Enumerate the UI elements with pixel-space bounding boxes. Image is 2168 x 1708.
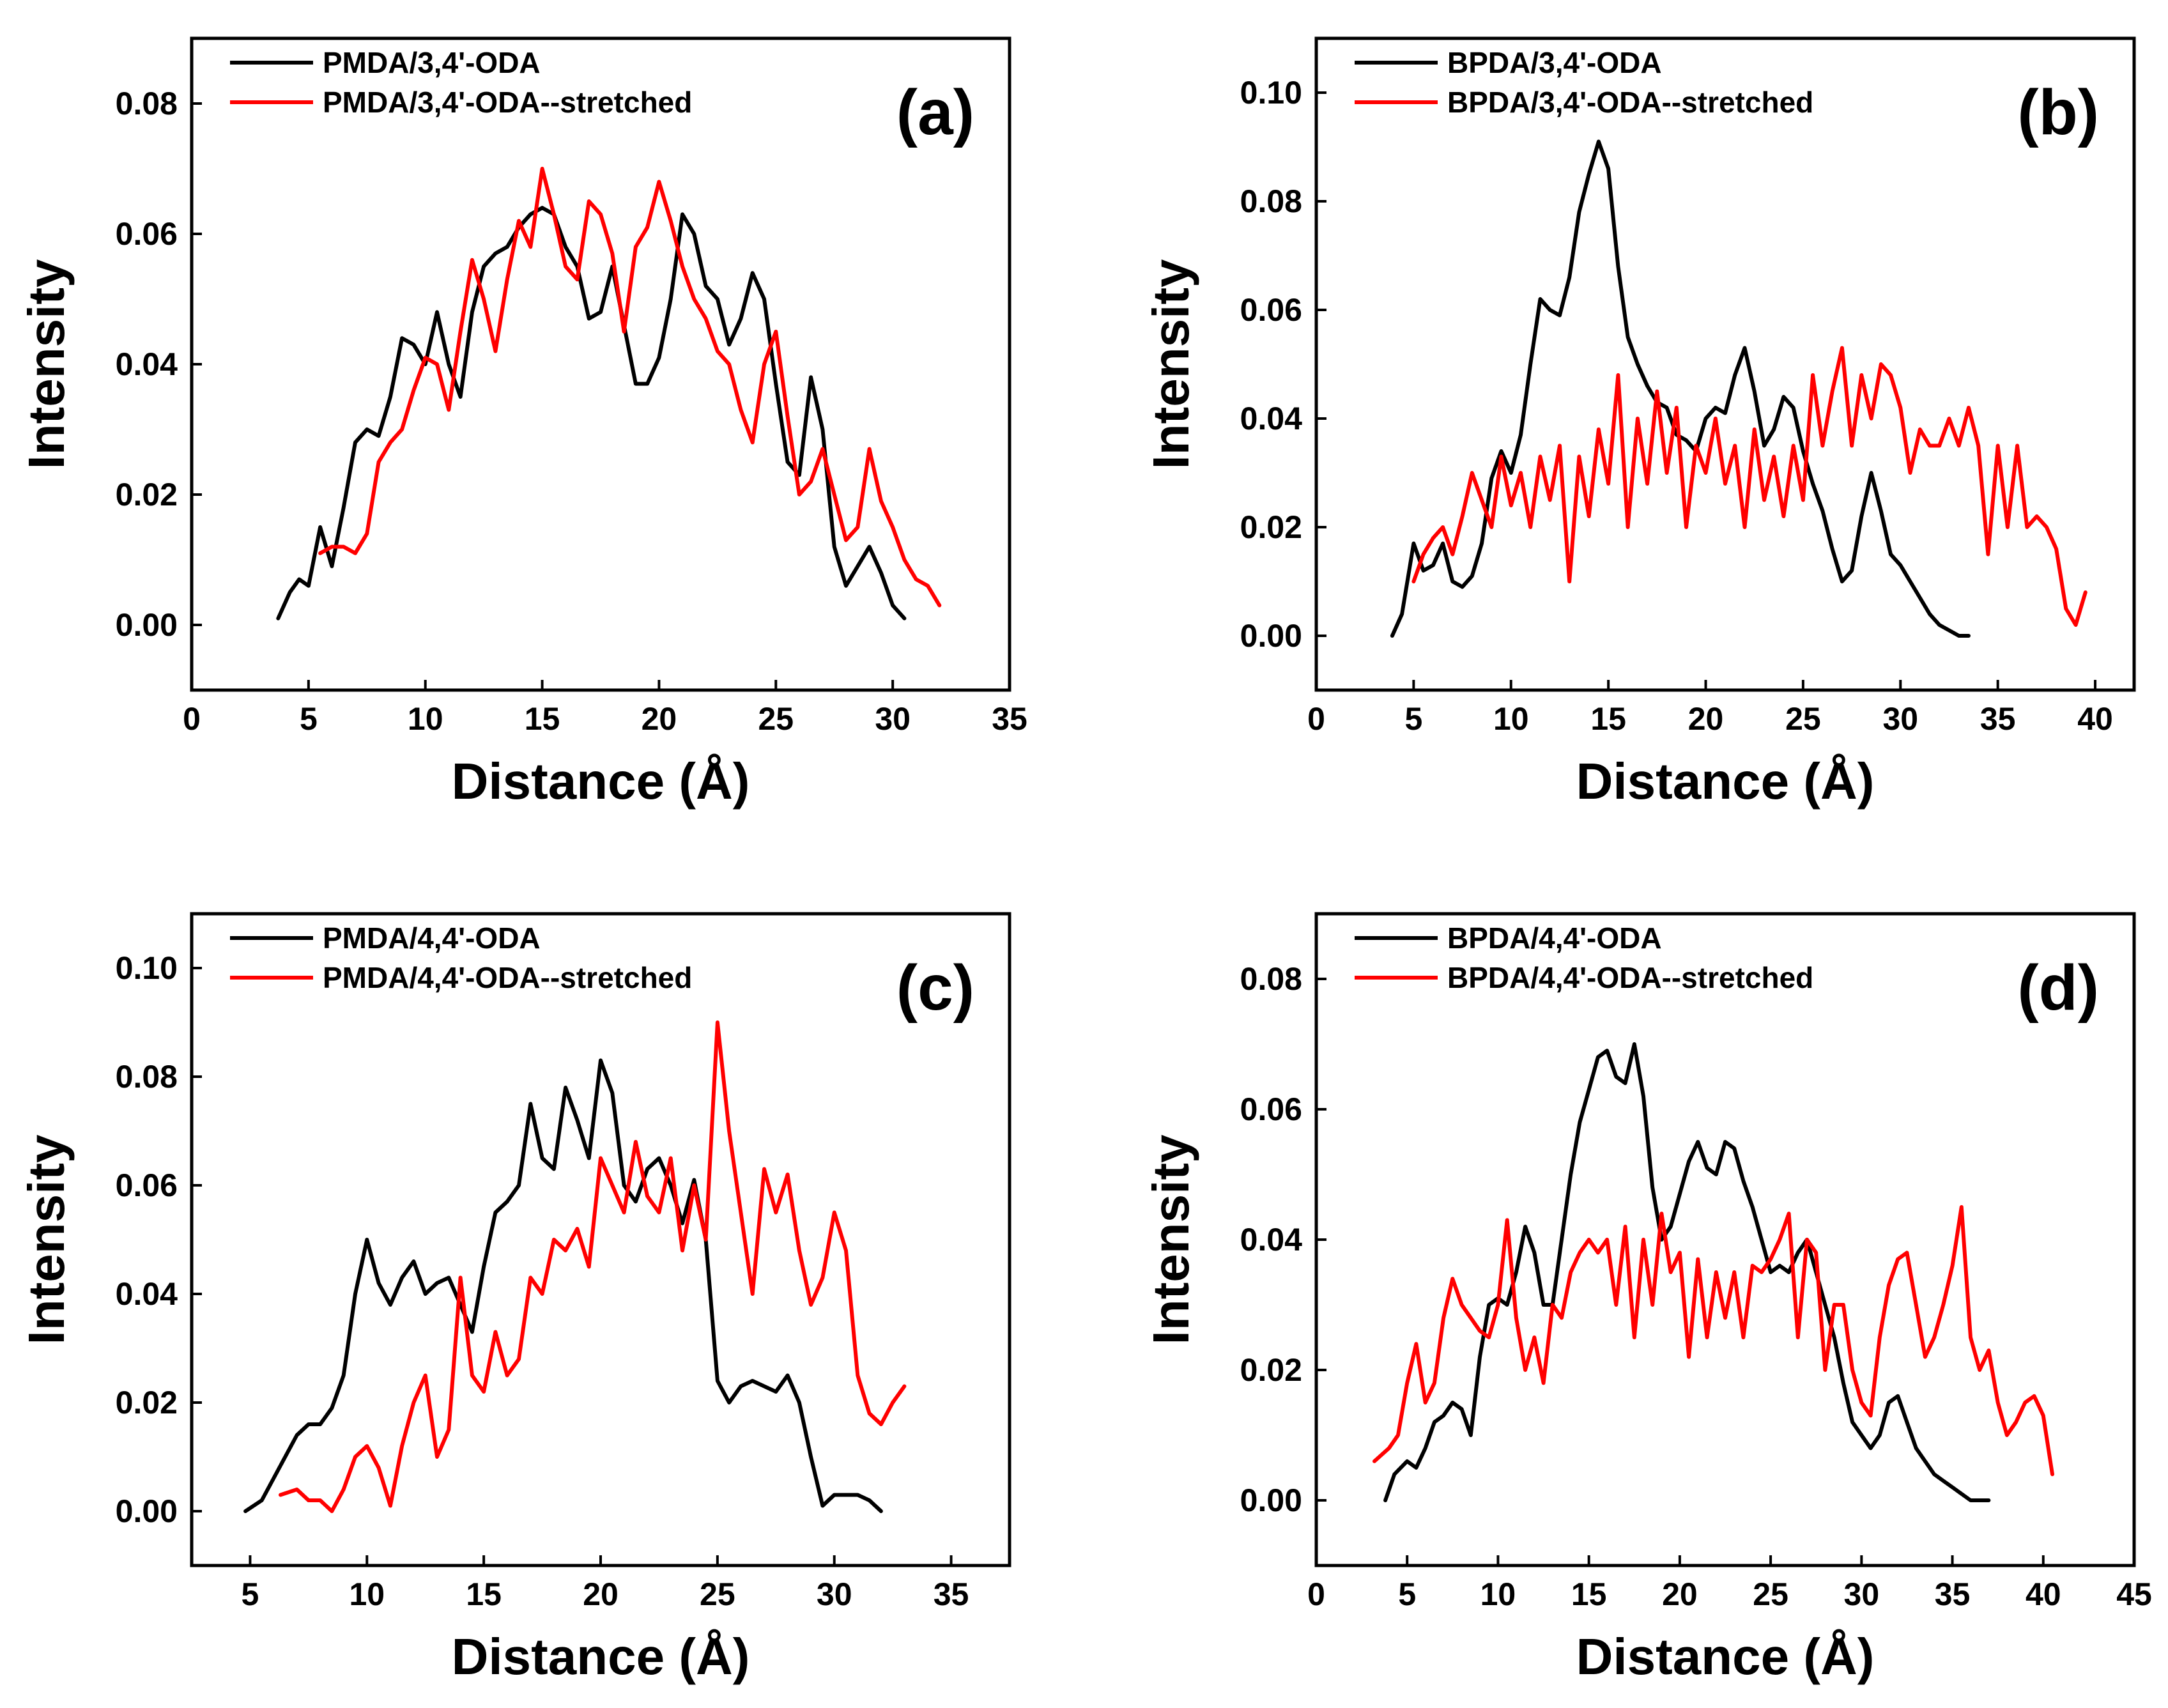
- y-axis-title: Intensity: [1142, 1134, 1199, 1344]
- panel-d: 0 5 10 15 20 25 30 35 40 45 0.00 0.02 0.04 0.06 0.08 D…: [1142, 912, 2152, 1685]
- x-axis-title: Distance (Å): [452, 1628, 750, 1685]
- y-tick-label: 0.00: [116, 1493, 178, 1529]
- y-tick-label: 0.00: [116, 607, 178, 643]
- x-tick-label: 25: [758, 701, 794, 737]
- panel-a: 0 5 10 15 20 25 30 35 0.00 0.02 0.04 0.06 0.08 Dista…: [18, 36, 1027, 810]
- x-axis-title: Distance (Å): [1576, 753, 1875, 810]
- y-tick-label: 0.10: [116, 950, 178, 986]
- x-tick-label: 5: [1404, 701, 1422, 737]
- y-tick-label: 0.08: [1240, 183, 1302, 219]
- y-tick-label: 0.04: [116, 1276, 178, 1312]
- x-tick-label: 10: [1480, 1576, 1516, 1612]
- legend-label: PMDA/3,4'-ODA--stretched: [323, 86, 692, 119]
- x-tick-label: 5: [242, 1576, 259, 1612]
- x-tick-label: 0: [1307, 701, 1325, 737]
- x-tick-label: 30: [1882, 701, 1918, 737]
- x-tick-label: 30: [875, 701, 911, 737]
- x-tick-label: 15: [466, 1576, 502, 1612]
- legend-label: BPDA/3,4'-ODA: [1447, 46, 1662, 79]
- series-line-original: [1390, 139, 1971, 638]
- y-tick-label: 0.06: [116, 216, 178, 252]
- x-tick-label: 40: [2026, 1576, 2061, 1612]
- x-tick-label: 30: [817, 1576, 852, 1612]
- x-tick-label: 25: [1785, 701, 1821, 737]
- legend-label: BPDA/4,4'-ODA: [1447, 921, 1662, 955]
- y-tick-label: 0.02: [1240, 1352, 1302, 1388]
- x-tick-label: 25: [1753, 1576, 1788, 1612]
- y-tick-label: 0.06: [1240, 1091, 1302, 1127]
- plot-frame: [1314, 36, 2136, 692]
- series-line-stretched: [318, 167, 942, 608]
- legend-label: PMDA/4,4'-ODA--stretched: [323, 961, 692, 994]
- y-tick-label: 0.08: [1240, 961, 1302, 997]
- x-tick-label: 15: [525, 701, 560, 737]
- y-tick-label: 0.08: [116, 1059, 178, 1095]
- y-tick-label: 0.00: [1240, 1482, 1302, 1518]
- x-tick-label: 40: [2077, 701, 2113, 737]
- y-tick-label: 0.02: [116, 477, 178, 512]
- y-tick-label: 0.04: [1240, 401, 1303, 436]
- x-tick-label: 35: [1980, 701, 2016, 737]
- x-tick-label: 20: [583, 1576, 619, 1612]
- panel-label: (b): [2017, 77, 2099, 148]
- y-axis-title: Intensity: [18, 259, 75, 469]
- y-tick-label: 0.00: [1240, 618, 1302, 654]
- x-tick-label: 35: [992, 701, 1027, 737]
- y-tick-label: 0.04: [116, 346, 178, 382]
- x-tick-label: 20: [642, 701, 677, 737]
- legend: PMDA/4,4'-ODA PMDA/4,4'-ODA--stretched: [230, 921, 692, 994]
- y-tick-label: 0.06: [1240, 292, 1302, 328]
- legend: PMDA/3,4'-ODA PMDA/3,4'-ODA--stretched: [230, 46, 692, 119]
- x-tick-label: 30: [1844, 1576, 1880, 1612]
- legend-label: BPDA/4,4'-ODA--stretched: [1447, 961, 1813, 994]
- x-tick-label: 0: [1307, 1576, 1325, 1612]
- x-tick-label: 15: [1571, 1576, 1607, 1612]
- x-tick-label: 45: [2116, 1576, 2152, 1612]
- series-line-stretched: [1372, 1205, 2054, 1477]
- legend: BPDA/3,4'-ODA BPDA/3,4'-ODA--stretched: [1355, 46, 1813, 119]
- legend-label: BPDA/3,4'-ODA--stretched: [1447, 86, 1813, 119]
- x-tick-label: 35: [934, 1576, 969, 1612]
- y-tick-label: 0.02: [1240, 509, 1302, 545]
- x-axis-title: Distance (Å): [452, 753, 750, 810]
- y-axis-title: Intensity: [18, 1134, 75, 1344]
- x-tick-label: 10: [1493, 701, 1529, 737]
- panel-b: 0 5 10 15 20 25 30 35 40 0.00 0.02 0.04 0.06 0.08 0.10…: [1142, 36, 2136, 810]
- x-tick-label: 10: [408, 701, 443, 737]
- x-tick-label: 5: [1398, 1576, 1416, 1612]
- legend-label: PMDA/4,4'-ODA: [323, 921, 541, 955]
- series-line-original: [243, 1058, 883, 1513]
- y-tick-label: 0.02: [116, 1385, 178, 1420]
- x-tick-label: 20: [1662, 1576, 1698, 1612]
- x-tick-label: 35: [1935, 1576, 1971, 1612]
- x-tick-label: 25: [700, 1576, 735, 1612]
- y-tick-label: 0.10: [1240, 75, 1302, 111]
- y-tick-label: 0.08: [116, 86, 178, 121]
- series-line-original: [276, 206, 907, 620]
- x-tick-label: 0: [183, 701, 201, 737]
- panel-label: (c): [896, 952, 974, 1024]
- series-line-stretched: [1411, 346, 2087, 627]
- x-axis-title: Distance (Å): [1576, 1628, 1875, 1685]
- y-axis-title: Intensity: [1142, 259, 1199, 469]
- legend: BPDA/4,4'-ODA BPDA/4,4'-ODA--stretched: [1355, 921, 1813, 994]
- legend-label: PMDA/3,4'-ODA: [323, 46, 541, 79]
- panel-label: (a): [896, 77, 974, 148]
- x-tick-label: 5: [300, 701, 318, 737]
- y-tick-label: 0.06: [116, 1167, 178, 1203]
- panel-label: (d): [2017, 952, 2099, 1024]
- series-line-original: [1383, 1042, 1991, 1502]
- series-line-stretched: [279, 1020, 907, 1513]
- y-tick-label: 0.04: [1240, 1222, 1303, 1258]
- panel-c: 5 10 15 20 25 30 35 0.00 0.02 0.04 0.06 0.08 0.10 Di…: [18, 912, 1011, 1685]
- x-tick-label: 15: [1590, 701, 1626, 737]
- x-tick-label: 20: [1688, 701, 1724, 737]
- x-tick-label: 10: [349, 1576, 385, 1612]
